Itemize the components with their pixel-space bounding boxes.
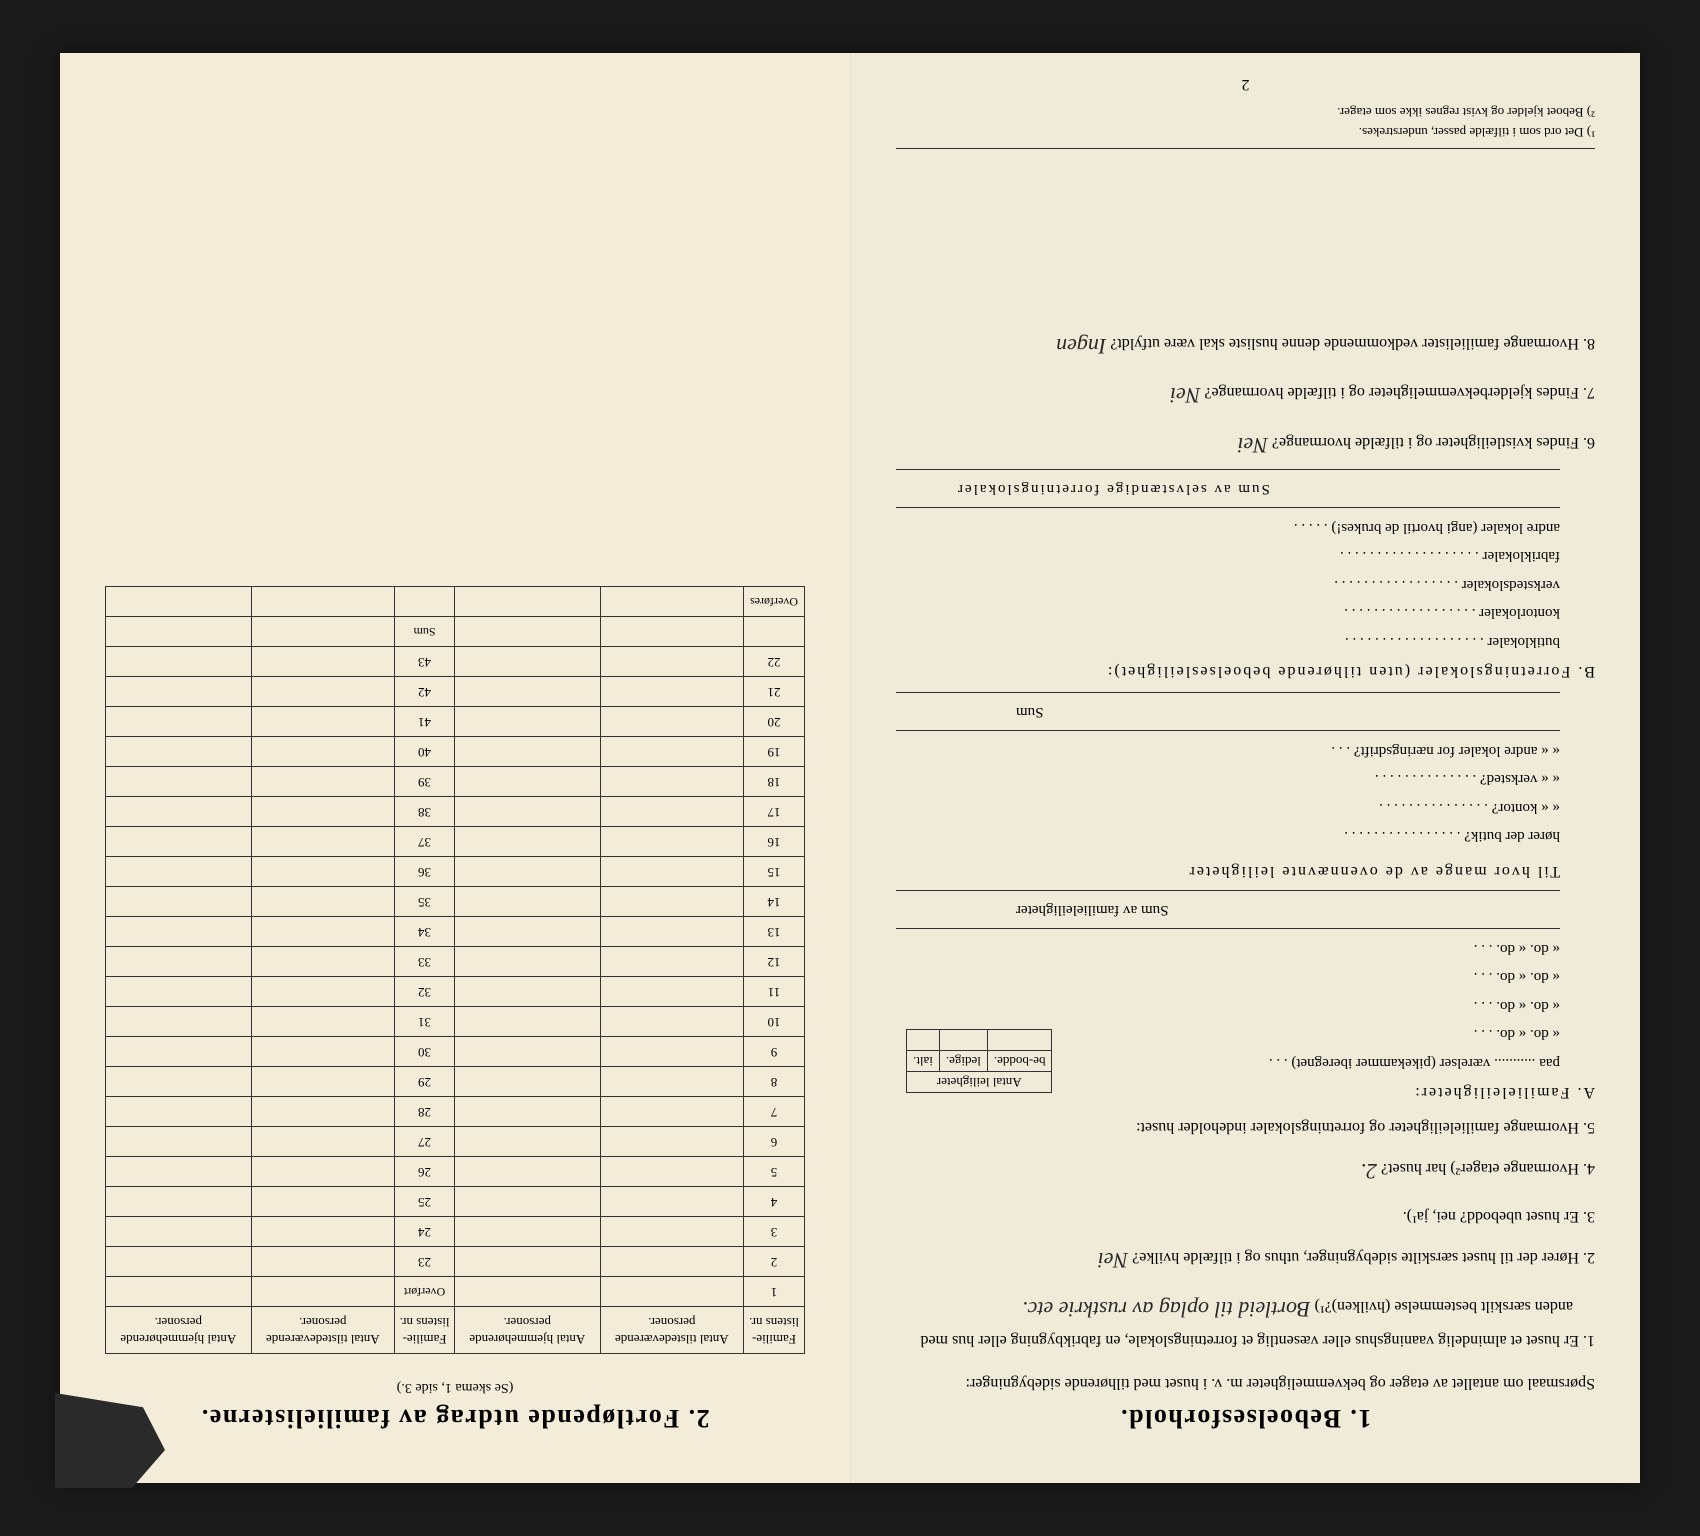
table-row: 2142 — [106, 677, 805, 707]
table-row: 223 — [106, 1247, 805, 1277]
table-row: 1233 — [106, 947, 805, 977]
footnote-1: ¹) Det ord som i tilfælde passer, unders… — [896, 123, 1595, 143]
section-1-title: 1. Beboelsesforhold. — [896, 1403, 1595, 1433]
b-andre: andre lokaler (angi hvortil de brukes!) … — [896, 514, 1560, 540]
page-right: 2. Fortløpende utdrag av familielisterne… — [60, 53, 850, 1483]
table-row: 1637 — [106, 827, 805, 857]
til-sum: Sum — [896, 699, 1560, 725]
table-row: 526 — [106, 1157, 805, 1187]
q6-answer: Nei — [1237, 433, 1268, 458]
family-list-table: Familie-listens nr. Antal tilstedeværend… — [105, 586, 805, 1354]
table-row: 728 — [106, 1097, 805, 1127]
q2-answer: Nei — [1098, 1248, 1129, 1273]
a-do-2: « do. « do. . . . — [896, 992, 1560, 1018]
header-col3: Antal hjemmehørende personer. — [455, 1307, 601, 1354]
a-sum: Sum av familieleiligheter — [896, 897, 1560, 923]
question-2: 2. Hører der til huset særskilte sidebyg… — [896, 1243, 1595, 1278]
col-ledige: ledige. — [939, 1050, 987, 1071]
b-kontor: kontorlokaler . . . . . . . . . . . . . … — [896, 600, 1560, 626]
question-7: 7. Findes kjelderbekvemmeligheter og i t… — [896, 378, 1595, 413]
q4-answer: 2. — [1360, 1159, 1377, 1184]
table-row: 1940 — [106, 737, 805, 767]
table-row: 425 — [106, 1187, 805, 1217]
table-row: 1132 — [106, 977, 805, 1007]
table-row: 1839 — [106, 767, 805, 797]
question-5: 5. Hvormange familieleiligheter og forre… — [896, 1115, 1595, 1141]
section-b-label: B. Forretningslokaler (uten tilhørende b… — [896, 662, 1595, 680]
header-col1: Familie-listens nr. — [744, 1307, 805, 1354]
footnote-2: ²) Beboet kjelder og kvist regnes ikke s… — [896, 103, 1595, 123]
q2-text: 2. Hører der til huset særskilte sidebyg… — [1128, 1249, 1595, 1266]
header-col6: Antal hjemmehørende personer. — [106, 1307, 252, 1354]
verksted-line: « « verksted? . . . . . . . . . . . . . … — [896, 766, 1560, 792]
col-ialt: ialt. — [907, 1050, 940, 1071]
table-row: 930 — [106, 1037, 805, 1067]
q4-text: 4. Hvormange etager²) har huset? — [1377, 1160, 1595, 1177]
table-row: 829 — [106, 1067, 805, 1097]
header-col5: Antal tilstedeværende personer. — [251, 1307, 394, 1354]
table-row: 1334 — [106, 917, 805, 947]
table-row: 1536 — [106, 857, 805, 887]
b-sum: Sum av selvstændige forretningslokaler — [896, 476, 1560, 502]
q8-answer: Ingen — [1056, 334, 1106, 359]
section-2-title: 2. Fortløpende utdrag av familielisterne… — [105, 1403, 805, 1433]
kontor-line: « « kontor? . . . . . . . . . . . . . . … — [896, 794, 1560, 820]
question-4: 4. Hvormange etager²) har huset? 2. — [896, 1154, 1595, 1189]
q1-answer: Bortleid til oplag av rustkrie etc. — [1022, 1297, 1310, 1322]
table-row: 1031 — [106, 1007, 805, 1037]
butik-line: hører der butik? . . . . . . . . . . . .… — [896, 823, 1560, 849]
b-fabrik: fabriklokaler . . . . . . . . . . . . . … — [896, 543, 1560, 569]
table-row: 324 — [106, 1217, 805, 1247]
table-row: 627 — [106, 1127, 805, 1157]
table-row: 2243 — [106, 647, 805, 677]
page-left: 1. Beboelsesforhold. Spørsmaal om antall… — [850, 53, 1640, 1483]
table-row: Sum — [106, 617, 805, 647]
section-b-list: butiklokaler . . . . . . . . . . . . . .… — [896, 469, 1560, 654]
a-do-3: « do. « do. . . . — [896, 964, 1560, 990]
q6-text: 6. Findes kvistleiligheter og i tilfælde… — [1268, 434, 1595, 451]
til-hvor-list: hører der butik? . . . . . . . . . . . .… — [896, 692, 1560, 849]
a-do-4: « do. « do. . . . — [896, 935, 1560, 961]
question-6: 6. Findes kvistleiligheter og i tilfælde… — [896, 427, 1595, 462]
table-row-overfores: Overføres — [106, 587, 805, 617]
table-main-header: Antal leiligheter — [907, 1071, 1053, 1092]
q7-answer: Nei — [1170, 383, 1201, 408]
header-col2: Antal tilstedeværende personer. — [600, 1307, 743, 1354]
intro-text: Spørsmaal om antallet av etager og bekve… — [896, 1371, 1595, 1395]
footnotes: ¹) Det ord som i tilfælde passer, unders… — [896, 103, 1595, 149]
question-8: 8. Hvormange familielister vedkommende d… — [896, 329, 1595, 364]
question-1: 1. Er huset et almindelig vaaningshus el… — [896, 1292, 1595, 1353]
col-bebodde: be-bodde. — [987, 1050, 1052, 1071]
table-row: 1738 — [106, 797, 805, 827]
header-col4: Familie-listens nr. — [395, 1307, 455, 1354]
b-butik: butiklokaler . . . . . . . . . . . . . .… — [896, 628, 1560, 654]
leiligheter-header-table: Antal leiligheter be-bodde. ledige. ialt… — [906, 1029, 1053, 1093]
til-hvor: Til hvor mange av de ovennævnte leilighe… — [896, 858, 1560, 884]
table-row: 1Overført — [106, 1277, 805, 1307]
andre-line: « « andre lokaler for næringsdrift? . . … — [896, 737, 1560, 763]
question-3: 3. Er huset ubebodd? nei, ja¹). — [896, 1203, 1595, 1229]
q8-text: 8. Hvormange familielister vedkommende d… — [1106, 335, 1595, 352]
scanned-document: 1. Beboelsesforhold. Spørsmaal om antall… — [60, 53, 1640, 1483]
table-row: 1435 — [106, 887, 805, 917]
b-verksted: verkstedslokaler . . . . . . . . . . . .… — [896, 571, 1560, 597]
page-number: 2 — [851, 75, 1640, 93]
q7-text: 7. Findes kjelderbekvemmeligheter og i t… — [1200, 384, 1595, 401]
table-row: 2041 — [106, 707, 805, 737]
section-2-subtitle: (Se skema 1, side 3.) — [105, 1379, 805, 1395]
